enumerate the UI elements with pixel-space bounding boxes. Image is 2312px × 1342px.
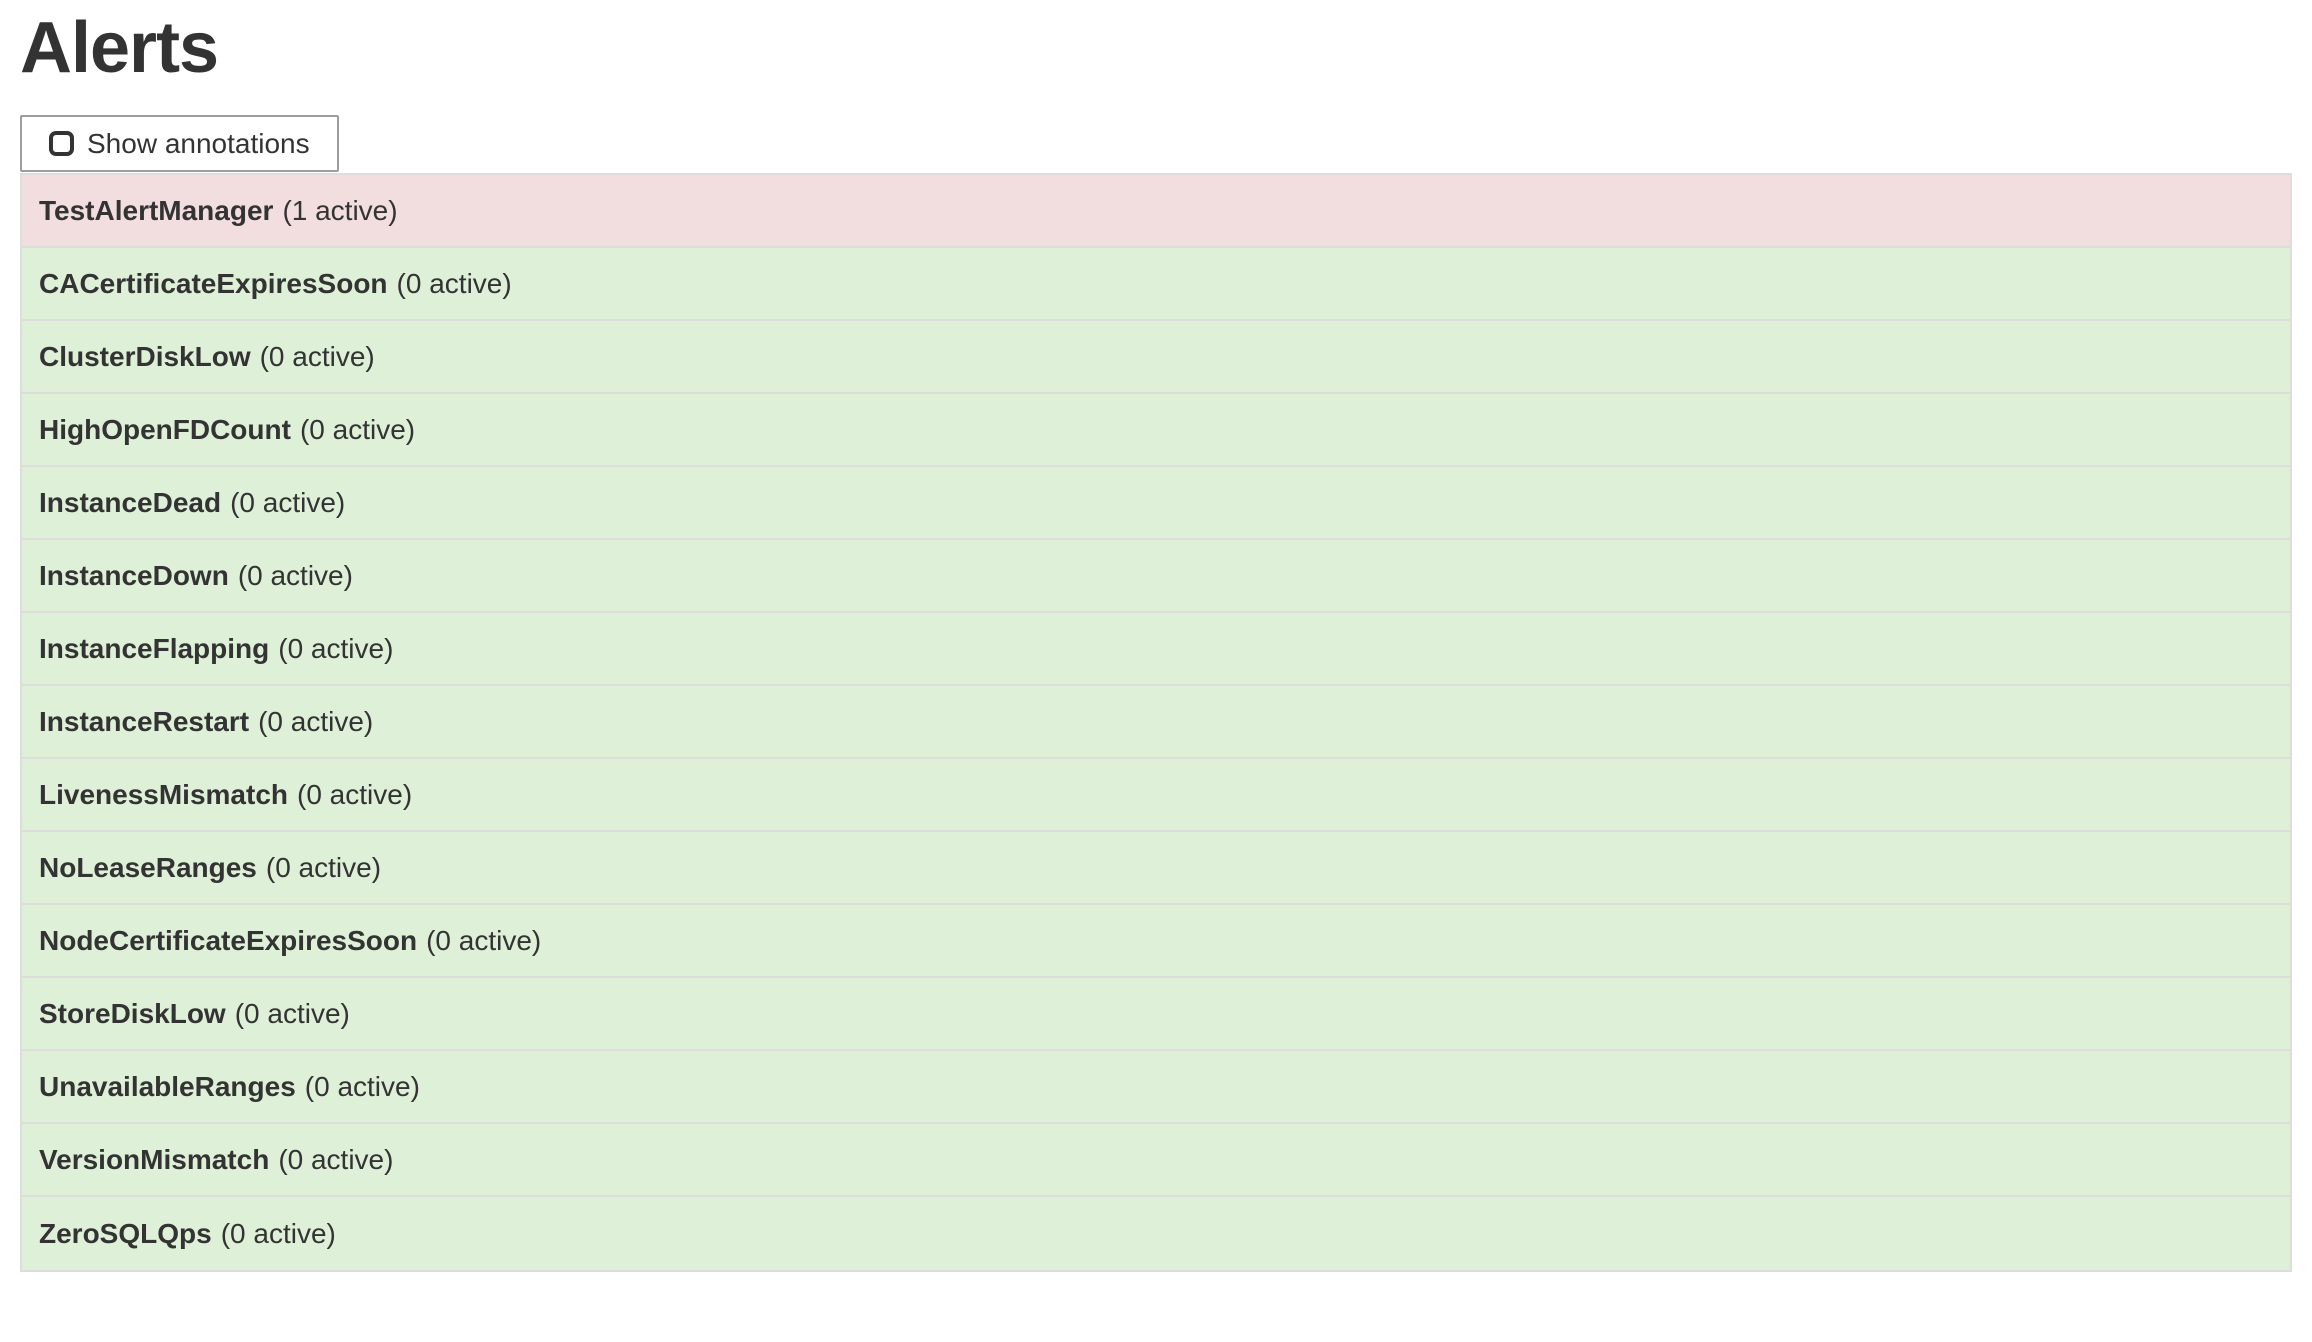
alert-row-instancerestart[interactable]: InstanceRestart (0 active) — [22, 686, 2290, 760]
alert-count: (0 active) — [220, 1217, 336, 1249]
alert-count: (0 active) — [278, 1143, 394, 1175]
checkbox-icon[interactable] — [49, 131, 74, 157]
alert-count: (0 active) — [265, 851, 382, 883]
alert-count: (0 active) — [234, 997, 350, 1029]
alert-row-clusterdisklow[interactable]: ClusterDiskLow (0 active) — [22, 321, 2290, 395]
alert-row-zerosqlqps[interactable]: ZeroSQLQps (0 active) — [22, 1197, 2290, 1271]
alert-count: (0 active) — [258, 705, 374, 737]
alert-row-instanceflapping[interactable]: InstanceFlapping (0 active) — [22, 613, 2290, 687]
alert-name: InstanceDead — [39, 486, 222, 518]
alert-row-instancedown[interactable]: InstanceDown (0 active) — [22, 540, 2290, 614]
alert-count: (0 active) — [230, 486, 346, 518]
alert-name: NoLeaseRanges — [39, 851, 257, 883]
alert-row-cacertificateexpiressoon[interactable]: CACertificateExpiresSoon (0 active) — [22, 248, 2290, 322]
alert-name: LivenessMismatch — [39, 778, 288, 810]
alert-row-noleaseranges[interactable]: NoLeaseRanges (0 active) — [22, 832, 2290, 906]
alert-name: InstanceRestart — [39, 705, 250, 737]
alert-count: (0 active) — [278, 632, 394, 664]
alerts-page: Alerts Show annotations TestAlertManager… — [0, 8, 2312, 1273]
alert-row-nodecertificateexpiressoon[interactable]: NodeCertificateExpiresSoon (0 active) — [22, 905, 2290, 979]
alert-row-storedisklow[interactable]: StoreDiskLow (0 active) — [22, 978, 2290, 1052]
alert-name: ZeroSQLQps — [39, 1217, 212, 1249]
alert-row-highopenfdcount[interactable]: HighOpenFDCount (0 active) — [22, 394, 2290, 468]
alert-name: ClusterDiskLow — [39, 340, 251, 372]
alert-name: CACertificateExpiresSoon — [39, 267, 388, 299]
alert-name: TestAlertManager — [39, 194, 274, 226]
alert-name: NodeCertificateExpiresSoon — [39, 924, 418, 956]
show-annotations-label: Show annotations — [87, 127, 310, 159]
page-title: Alerts — [20, 8, 219, 88]
alert-list: TestAlertManager (1 active) CACertificat… — [20, 173, 2292, 1273]
alert-count: (0 active) — [259, 340, 375, 372]
alert-count: (0 active) — [297, 778, 413, 810]
alert-row-livenessmismatch[interactable]: LivenessMismatch (0 active) — [22, 759, 2290, 833]
alert-count: (0 active) — [426, 924, 542, 956]
alert-name: VersionMismatch — [39, 1143, 270, 1175]
alert-row-unavailableranges[interactable]: UnavailableRanges (0 active) — [22, 1051, 2290, 1125]
alert-name: InstanceFlapping — [39, 632, 270, 664]
alert-count: (1 active) — [282, 194, 398, 226]
alert-count: (0 active) — [237, 559, 353, 591]
alert-name: UnavailableRanges — [39, 1070, 296, 1102]
alert-name: InstanceDown — [39, 559, 229, 591]
show-annotations-button[interactable]: Show annotations — [20, 115, 339, 173]
alert-count: (0 active) — [299, 413, 416, 445]
alert-row-versionmismatch[interactable]: VersionMismatch (0 active) — [22, 1124, 2290, 1198]
alert-name: HighOpenFDCount — [39, 413, 291, 445]
alert-count: (0 active) — [304, 1070, 420, 1102]
alert-count: (0 active) — [396, 267, 512, 299]
alert-name: StoreDiskLow — [39, 997, 226, 1029]
alert-row-testalertmanager[interactable]: TestAlertManager (1 active) — [22, 175, 2290, 249]
alert-row-instancedead[interactable]: InstanceDead (0 active) — [22, 467, 2290, 541]
